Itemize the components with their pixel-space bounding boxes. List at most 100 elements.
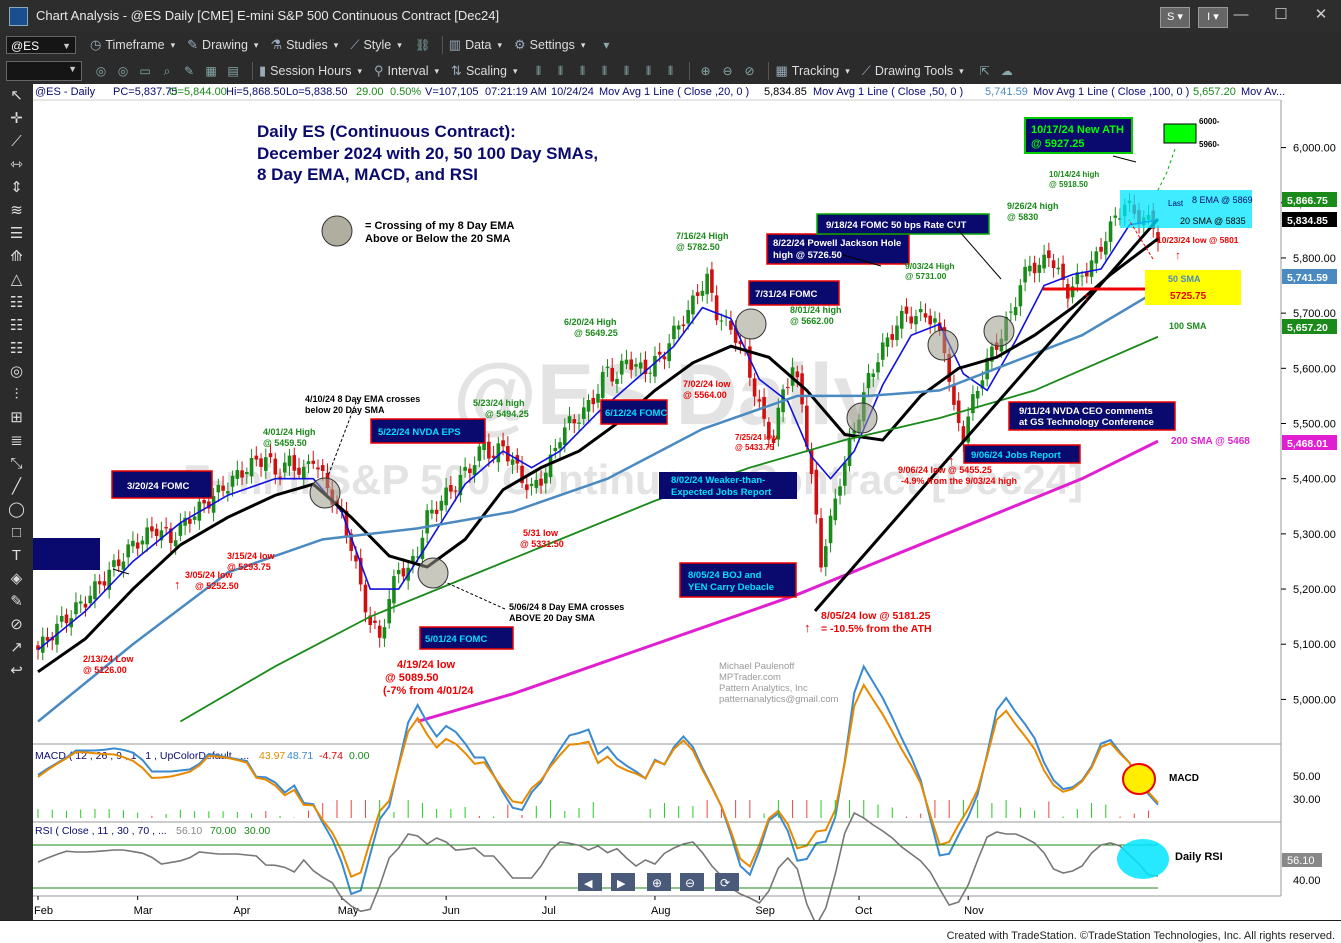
link-icon[interactable]: ⛓ <box>415 38 431 52</box>
target-icon[interactable]: ◎ <box>117 64 129 78</box>
horizontal-line-icon[interactable]: ⇿ <box>10 156 23 173</box>
trendline-icon[interactable]: ⟋ <box>11 133 22 150</box>
candle-body <box>1037 264 1042 273</box>
crosshair-icon[interactable]: ✛ <box>10 110 23 127</box>
bar-spacing-icon[interactable]: ⫴ <box>667 64 673 78</box>
vertical-line-icon[interactable]: ⇕ <box>10 179 23 196</box>
drawing-tools-menu[interactable]: ⟋ Drawing Tools ▾ <box>861 63 964 78</box>
month-label: Apr <box>233 905 250 917</box>
scroll-left-button[interactable] <box>578 873 602 891</box>
regression-icon[interactable]: ≣ <box>10 432 23 449</box>
candle-body <box>150 526 154 532</box>
chevron-down-icon: ▼ <box>62 41 71 51</box>
grid-icon[interactable]: ▦ <box>205 64 217 78</box>
fib-retrace-icon[interactable]: ☷ <box>9 294 24 311</box>
more-tools-icon[interactable]: ↗ <box>10 639 23 656</box>
zoom-out-button[interactable] <box>680 873 704 891</box>
candle-body <box>88 595 93 604</box>
settings-menu[interactable]: ⚙ Settings ▾ <box>514 37 586 52</box>
zoom-reset-icon[interactable]: ⊘ <box>744 64 755 78</box>
zoom-in-icon[interactable]: ⊕ <box>700 64 711 78</box>
tracking-menu[interactable]: ▦ Tracking ▾ <box>775 63 850 78</box>
bar-spacing-icon[interactable]: ⫴ <box>645 64 651 78</box>
window-icon[interactable]: ▭ <box>139 64 151 78</box>
workspace-dropdown[interactable]: ▼ <box>6 61 82 81</box>
author-block: Michael Paulenoff MPTrader.com Pattern A… <box>719 661 839 705</box>
chart-area[interactable]: @ES - Daily PC=5,837.75 O=5,844.00 Hi=5,… <box>33 84 1341 927</box>
session-hours-menu[interactable]: ▮ Session Hours ▾ <box>259 63 362 78</box>
fib-extension-icon[interactable]: ☷ <box>9 317 24 334</box>
eraser-icon[interactable]: ✎ <box>10 593 23 610</box>
undo-icon[interactable]: ↩ <box>10 662 23 679</box>
minimize-button[interactable]: — <box>1233 6 1249 23</box>
drawing-tools-icon: ⟋ <box>861 63 871 78</box>
bar-spacing-icon[interactable]: ⫴ <box>601 64 607 78</box>
fibonacci-icon[interactable]: ☰ <box>9 225 24 242</box>
text-icon[interactable]: T <box>11 547 22 564</box>
boj-label-2: YEN Carry Debacle <box>688 582 774 593</box>
gann-icon[interactable]: ⊞ <box>10 409 23 426</box>
candle-body <box>648 372 653 374</box>
triangle-icon[interactable]: △ <box>10 271 23 288</box>
scroll-right-button[interactable] <box>611 873 635 891</box>
sma200-price-tag: 5,468.01 <box>1287 438 1328 450</box>
chat-icon[interactable]: ☁ <box>1000 64 1013 78</box>
ruler-icon[interactable]: ▤ <box>227 64 239 78</box>
candle-body <box>287 455 292 467</box>
maximize-button[interactable]: ☐ <box>1274 6 1288 23</box>
boj-label-1: 8/05/24 BOJ and <box>688 570 762 581</box>
fib-time-icon[interactable]: ☷ <box>9 340 24 357</box>
month-label: Nov <box>964 905 984 917</box>
data-menu[interactable]: ▥ Data ▾ <box>448 37 502 52</box>
bar-spacing-icon[interactable]: ⫴ <box>623 64 629 78</box>
candle-body <box>681 324 686 327</box>
candle-body <box>1099 246 1103 252</box>
candle-body <box>947 354 951 382</box>
svg-text:100 SMA: 100 SMA <box>1169 321 1207 331</box>
close-button[interactable]: ✕ <box>1314 6 1328 23</box>
style-menu[interactable]: ⟋ Style ▾ <box>350 37 402 52</box>
fib-circle-icon[interactable]: ◎ <box>9 363 24 380</box>
line-icon[interactable]: ╱ <box>11 478 22 495</box>
svg-text:⊕: ⊕ <box>652 876 662 890</box>
rectangle-icon[interactable]: □ <box>11 524 22 541</box>
bar-spacing-icon[interactable]: ⫴ <box>557 64 563 78</box>
candle-body <box>349 533 354 551</box>
drawing-menu[interactable]: ✎ Drawing ▾ <box>187 37 259 52</box>
date-value: 10/24/24 <box>551 86 594 98</box>
bar-spacing-icon[interactable]: ⫴ <box>535 64 541 78</box>
fomc-731-label: 7/31/24 FOMC <box>755 289 817 300</box>
candle-body <box>890 334 895 340</box>
candle-body <box>202 500 206 504</box>
nvda-911-label-2: at GS Technology Conference <box>1019 417 1154 428</box>
delete-icon[interactable]: ⊘ <box>10 616 23 633</box>
ellipse-icon[interactable]: ◯ <box>8 501 25 518</box>
zoom-icon[interactable]: ⌕ <box>163 64 171 78</box>
more-icon[interactable]: ▾ <box>603 38 610 52</box>
reset-view-button[interactable] <box>715 873 739 891</box>
symbol-input[interactable]: @ES ▼ <box>6 36 76 54</box>
candle-body <box>615 378 619 384</box>
i-dropdown-button[interactable]: I ▾ <box>1198 7 1228 28</box>
pointer-icon[interactable]: ↖ <box>10 87 23 104</box>
studies-menu[interactable]: ⚗ Studies ▾ <box>270 37 339 52</box>
s-dropdown-button[interactable]: S ▾ <box>1160 7 1190 28</box>
candle-body <box>638 362 643 369</box>
timeframe-menu[interactable]: ◷ Timeframe ▾ <box>90 37 176 52</box>
share-icon[interactable]: ⇱ <box>979 64 990 78</box>
candle-body <box>112 560 116 567</box>
zoom-in-button[interactable] <box>647 873 671 891</box>
andrews-pitchfork-icon[interactable]: ⫶ <box>14 386 19 403</box>
zoom-out-icon[interactable]: ⊖ <box>722 64 733 78</box>
channel-icon[interactable]: ≋ <box>10 202 23 219</box>
speed-lines-icon[interactable]: ⟰ <box>10 248 23 265</box>
arrow-icon[interactable]: ⤡ <box>10 455 23 472</box>
scaling-menu[interactable]: ⇅ Scaling ▾ <box>451 63 518 78</box>
pen-icon[interactable]: ✎ <box>183 64 195 78</box>
shapes-icon[interactable]: ◈ <box>10 570 23 587</box>
crossing-circle <box>309 477 341 509</box>
bar-spacing-icon[interactable]: ⫴ <box>579 64 585 78</box>
target-icon[interactable]: ◎ <box>95 64 107 78</box>
interval-menu[interactable]: ⚲ Interval ▾ <box>373 63 440 78</box>
price-chart[interactable]: @ES - Daily PC=5,837.75 O=5,844.00 Hi=5,… <box>33 84 1341 927</box>
